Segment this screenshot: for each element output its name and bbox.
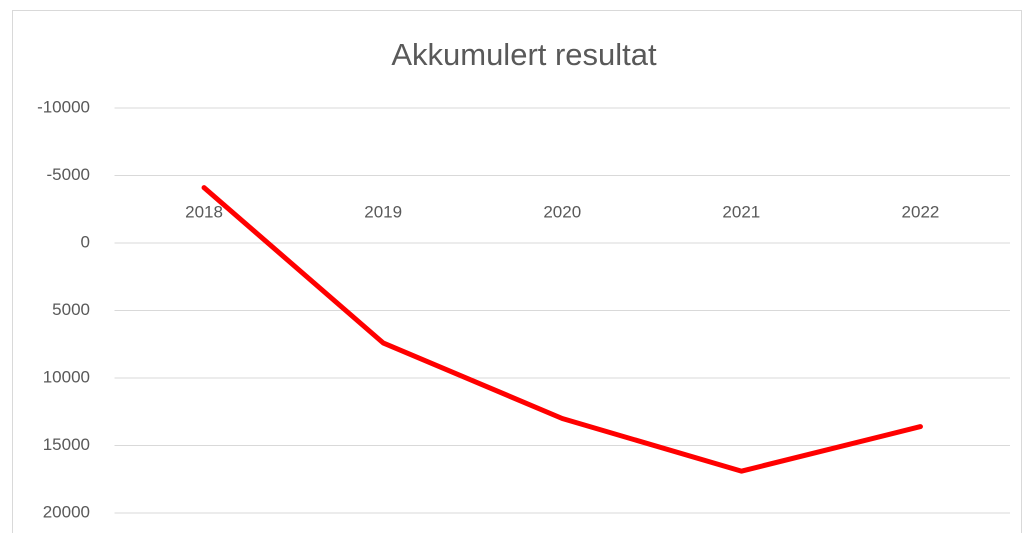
y-tick-label: 5000 xyxy=(52,300,90,319)
data-line xyxy=(201,185,923,474)
x-tick-label: 2019 xyxy=(364,202,402,221)
y-tick-label: 0 xyxy=(81,232,90,251)
y-tick-label: 15000 xyxy=(43,435,90,454)
x-tick-label: 2022 xyxy=(902,202,940,221)
x-tick-label: 2020 xyxy=(543,202,581,221)
y-tick-label: -10000 xyxy=(37,97,90,116)
chart-title: Akkumulert resultat xyxy=(391,37,657,72)
y-tick-label: -5000 xyxy=(47,165,90,184)
x-tick-label: 2018 xyxy=(185,202,223,221)
chart-frame xyxy=(12,10,1022,533)
y-tick-label: 20000 xyxy=(43,502,90,521)
y-tick-label: 10000 xyxy=(43,367,90,386)
x-tick-label: 2021 xyxy=(722,202,760,221)
